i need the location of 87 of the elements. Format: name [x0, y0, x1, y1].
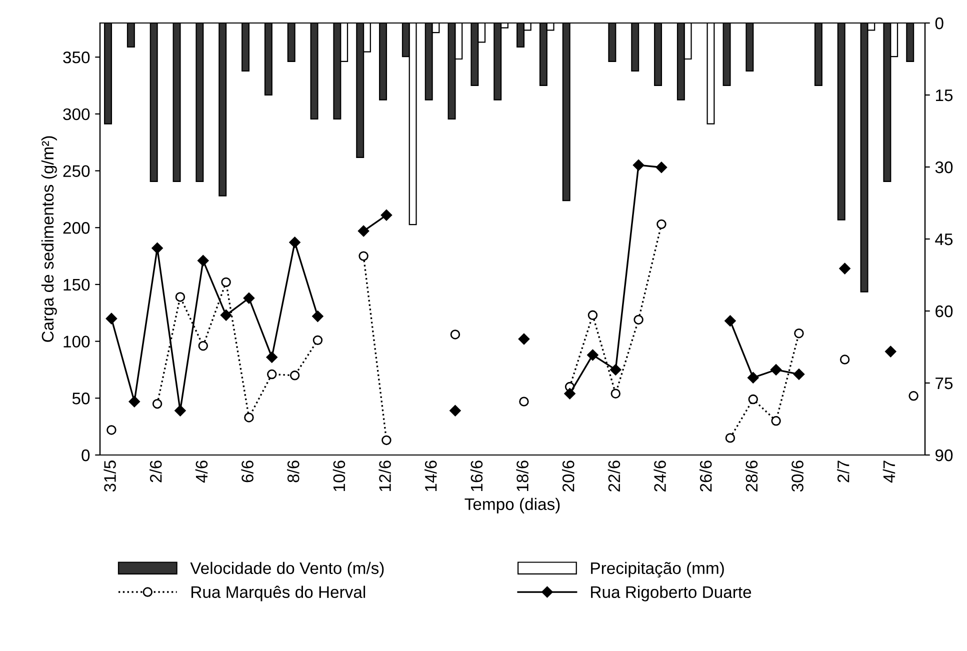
point: [243, 292, 255, 304]
y2-tick-label: 45: [935, 234, 953, 246]
point: [128, 396, 140, 408]
y-axis-title: Carga de sedimentos (g/m²): [41, 136, 57, 342]
y2-tick-label: 15: [936, 90, 953, 102]
point: [312, 335, 323, 346]
point: [106, 312, 118, 324]
y-tick-label: 200: [63, 222, 90, 234]
point: [840, 354, 850, 364]
y-tick-label: 0: [82, 449, 90, 462]
y2-tick-label: 60: [936, 305, 953, 318]
point: [450, 405, 461, 416]
legend-label: Rua Marquês do Herval: [192, 586, 366, 602]
point: [564, 388, 576, 400]
x-tick-label: 2/6: [150, 460, 162, 482]
y-tick-label: 300: [63, 108, 90, 120]
point: [771, 416, 781, 426]
point: [312, 310, 324, 322]
point: [358, 251, 368, 261]
y-tick-label: 150: [64, 278, 90, 291]
point: [175, 292, 186, 302]
point: [610, 364, 622, 376]
x-tick-label: 10/6: [332, 460, 346, 492]
x-axis-title: Tempo (dias): [464, 498, 560, 514]
y-tick-label: 100: [64, 336, 90, 348]
point: [198, 254, 209, 266]
point: [358, 225, 370, 237]
point: [793, 368, 805, 380]
x-tick-label: 4/7: [882, 460, 896, 483]
point: [220, 310, 232, 321]
point: [656, 162, 668, 173]
point: [748, 372, 759, 384]
legend-label: Rua Rigoberto Duarte: [591, 586, 752, 602]
x-tick-label: 6/6: [241, 460, 254, 482]
point: [518, 333, 530, 345]
y2-tick-label: 0: [935, 17, 944, 30]
y-tick-label: 250: [63, 165, 90, 177]
point: [519, 396, 529, 406]
point: [244, 412, 254, 422]
x-tick-label: 2/7: [837, 460, 850, 482]
x-tick-label: 28/6: [745, 460, 758, 492]
point: [152, 398, 162, 409]
x-tick-label: 18/6: [516, 460, 528, 492]
point: [106, 425, 116, 435]
point: [632, 160, 644, 171]
x-tick-label: 30/6: [791, 460, 804, 492]
y2-tick-label: 75: [936, 378, 953, 390]
point: [839, 262, 850, 274]
legend-label: Precipitação (mm): [591, 562, 724, 578]
x-tick-label: 20/6: [562, 460, 574, 492]
point: [221, 277, 231, 288]
point: [290, 370, 300, 380]
point: [266, 352, 278, 363]
point: [380, 210, 392, 221]
point: [382, 435, 392, 446]
point: [725, 433, 736, 443]
point: [174, 405, 186, 416]
point: [152, 242, 163, 254]
point: [794, 328, 804, 338]
point: [634, 314, 644, 325]
x-tick-label: 12/6: [378, 460, 391, 492]
x-tick-label: 14/6: [424, 460, 437, 492]
point: [885, 346, 896, 358]
point: [770, 364, 782, 376]
x-tick-label: 26/6: [700, 460, 712, 492]
y-tick-label: 350: [63, 52, 90, 64]
point: [908, 391, 918, 401]
y-tick-label: 50: [72, 392, 90, 404]
point: [724, 315, 736, 326]
legend-label: Velocidade do Vento (m/s): [190, 562, 384, 578]
x-tick-label: 16/6: [470, 460, 483, 492]
x-tick-label: 31/5: [104, 460, 116, 492]
point: [656, 219, 666, 230]
x-tick-label: 24/6: [654, 460, 666, 492]
y2-tick-label: 30: [935, 161, 953, 174]
x-tick-label: 8/6: [287, 460, 300, 482]
y2-tick-label: 90: [936, 449, 953, 462]
point: [587, 349, 598, 361]
point: [289, 236, 300, 248]
point: [748, 394, 758, 404]
point: [588, 310, 598, 320]
x-tick-label: 4/6: [195, 460, 208, 483]
point: [450, 330, 460, 340]
point: [610, 388, 620, 398]
point: [267, 369, 277, 380]
x-tick-label: 22/6: [608, 460, 620, 492]
point: [198, 341, 208, 351]
